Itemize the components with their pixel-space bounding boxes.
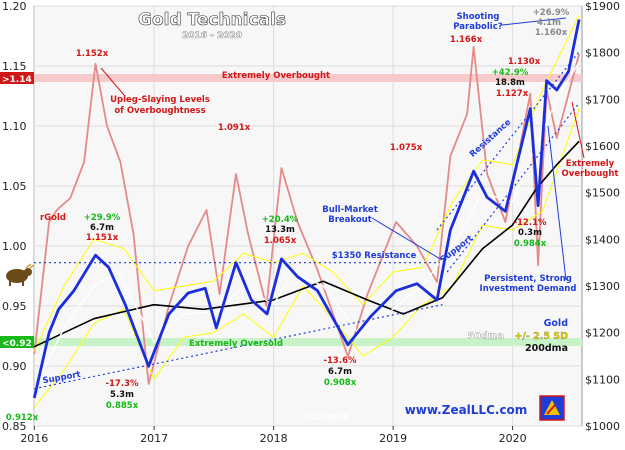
right-tick-label: $1600 — [585, 140, 620, 153]
right-tick-label: $1800 — [585, 47, 620, 60]
ann-upleg: Upleg-Slaying Levels — [110, 95, 210, 105]
ann-pct-2016b: -17.3% — [105, 379, 138, 389]
ann-ext-ob2a: Extremely — [566, 159, 615, 169]
axes: 0.85 0.90 0.95 1.00 1.05 1.10 1.15 1.20 $1000 $11… — [2, 0, 620, 445]
arrow-breakout — [371, 217, 443, 261]
ann-dur-2018: 13.3m — [265, 225, 295, 235]
ann-val-2018: 1.065x — [264, 236, 297, 246]
series-group — [32, 15, 581, 408]
overbought-marker — [0, 72, 34, 84]
ann-dur-2020: 4.1m — [537, 18, 561, 28]
right-tick-label: $1000 — [585, 420, 620, 433]
ann-ext-ob2b: Overbought — [562, 169, 619, 179]
right-tick-label: $1900 — [585, 0, 620, 13]
ann-peak-2019b: 1.166x — [450, 35, 483, 45]
ann-ext-ob: Extremely Overbought — [222, 71, 330, 81]
legend-50dma: 50dma — [468, 331, 504, 342]
ann-pct-2020: +26.9% — [533, 8, 570, 18]
overbought-oversold-bands: >1.14 <0.92 — [0, 72, 582, 349]
ann-pct-2016: +29.9% — [84, 213, 121, 223]
oversold-band — [34, 338, 582, 346]
ann-rgold: rGold — [40, 213, 66, 223]
right-tick-label: $1100 — [585, 373, 620, 386]
left-tick-label: 1.20 — [2, 0, 27, 13]
arrow-shoot — [501, 17, 567, 26]
legend-gold: Gold — [544, 318, 568, 329]
ann-1350: $1350 Resistance — [332, 251, 417, 261]
x-tick-label: 2017 — [140, 432, 168, 445]
ann-peak-2019: 1.075x — [390, 143, 423, 153]
right-tick-label: $1500 — [585, 187, 620, 200]
series-line-gold — [32, 19, 581, 399]
x-tick-label: 2019 — [379, 432, 407, 445]
ann-r-1130: 1.130x — [508, 57, 541, 67]
x-tick-label: 2020 — [499, 432, 527, 445]
series-line-2-5-sd — [33, 108, 580, 408]
ann-r-1127: 1.127x — [496, 89, 529, 99]
arrow-pers — [547, 125, 567, 281]
series-line-2-5-sd — [33, 15, 580, 352]
ann-pct-2018: +20.4% — [262, 215, 299, 225]
ann-peak-2017: 1.091x — [218, 123, 251, 133]
ann-val-2018b: 0.908x — [324, 378, 357, 388]
trend-lines — [34, 52, 579, 390]
watermark: www.ZealLLC.com — [405, 403, 528, 417]
oversold-marker — [0, 336, 34, 348]
series-line-200dma — [33, 140, 580, 348]
left-tick-label: 1.15 — [2, 60, 27, 73]
chart-title: Gold Technicals — [138, 10, 286, 30]
support-trend-line-2 — [446, 103, 579, 273]
date-stamp: 7.22.2020 — [303, 413, 348, 422]
ann-peak-2016: 1.152x — [76, 49, 109, 59]
left-tick-label: 1.00 — [2, 240, 27, 253]
ann-pct-2018b: -13.6% — [323, 356, 356, 366]
ann-val-2016b: 0.885x — [106, 401, 139, 411]
right-tick-label: $1400 — [585, 233, 620, 246]
ann-pct-2020b: +42.9% — [492, 68, 529, 78]
x-tick-label: 2018 — [260, 432, 288, 445]
right-tick-label: $1300 — [585, 280, 620, 293]
ann-ext-os: Extremely Oversold — [189, 339, 283, 349]
ann-shoot-2: Parabolic? — [453, 22, 502, 32]
ann-shoot-1: Shooting — [457, 12, 500, 22]
left-tick-label: 1.10 — [2, 120, 27, 133]
right-tick-label: $1200 — [585, 327, 620, 340]
bull-icon — [6, 263, 35, 286]
ann-pers-1: Persistent, Strong — [484, 274, 572, 284]
ann-val-start: 0.912x — [6, 413, 39, 423]
left-tick-label: 0.95 — [2, 300, 27, 313]
ann-pct-cv: -12.1% — [513, 218, 546, 228]
ann-bm-1: Bull-Market — [322, 205, 378, 215]
arrow-ob2 — [571, 101, 585, 159]
series-line-rgold — [33, 45, 580, 385]
arrow-upleg — [100, 67, 125, 96]
zeal-logo-icon — [539, 395, 565, 421]
ann-dur-2016b: 5.3m — [110, 390, 134, 400]
left-tick-label: 0.85 — [2, 420, 27, 433]
oversold-marker-label: <0.92 — [2, 339, 32, 349]
left-tick-label: 1.05 — [2, 180, 27, 193]
ann-val-cv: 0.984x — [514, 239, 547, 249]
chart-subtitle: 2016 - 2020 — [182, 31, 242, 41]
ann-dur-2016: 6.7m — [90, 223, 114, 233]
legend-sd: +/- 2.5 SD — [514, 331, 568, 342]
ann-dur-cv: 0.3m — [518, 228, 542, 238]
ann-bm-2: Breakout — [328, 215, 372, 225]
x-tick-label: 2016 — [20, 432, 48, 445]
overbought-band — [34, 74, 582, 82]
legend-200dma: 200dma — [525, 343, 568, 354]
ann-val-2020: 1.160x — [535, 28, 568, 38]
ann-val-2016: 1.151x — [86, 233, 119, 243]
ann-pers-2: Investment Demand — [480, 284, 577, 294]
ann-dur-2020b: 18.8m — [495, 78, 525, 88]
ann-overbought: of Overboughtness — [114, 106, 205, 116]
overbought-marker-label: >1.14 — [2, 75, 32, 85]
left-tick-label: 0.90 — [2, 360, 27, 373]
ann-dur-2018b: 6.7m — [328, 367, 352, 377]
right-tick-label: $1700 — [585, 93, 620, 106]
